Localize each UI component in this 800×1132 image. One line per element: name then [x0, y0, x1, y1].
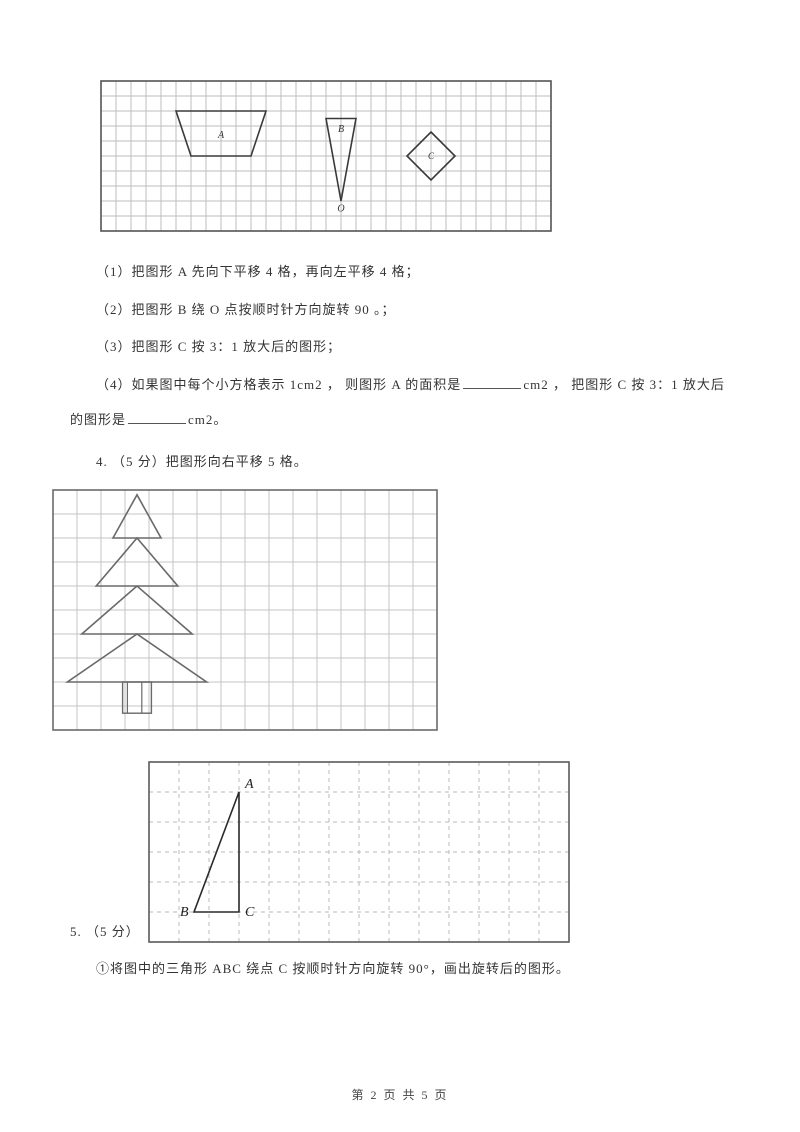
question-1: （1）把图形 A 先向下平移 4 格，再向左平移 4 格；: [70, 262, 730, 282]
blank-2[interactable]: [128, 410, 186, 424]
q4-part-b: cm2 ， 把图形 C 按 3：1 放大后: [523, 377, 725, 392]
figure-2: [52, 489, 730, 731]
figure-2-svg: [52, 489, 438, 731]
svg-text:B: B: [338, 124, 344, 135]
problem-4: 4. （5 分）把图形向右平移 5 格。: [70, 452, 730, 472]
q4-part-d: cm2。: [188, 412, 227, 427]
svg-text:B: B: [180, 905, 189, 920]
problem-5-row: 5. （5 分） A B C: [70, 761, 730, 943]
page-footer: 第 2 页 共 5 页: [0, 1086, 800, 1104]
figure-1: A B O C: [100, 80, 730, 232]
svg-text:A: A: [244, 777, 254, 792]
svg-text:C: C: [245, 905, 255, 920]
question-4: （4）如果图中每个小方格表示 1cm2 ， 则图形 A 的面积是 cm2 ， 把图…: [70, 375, 730, 430]
q4-part-c: 的图形是: [70, 410, 126, 430]
question-3: （3）把图形 C 按 3：1 放大后的图形；: [70, 337, 730, 357]
problem-5-label: 5. （5 分）: [70, 922, 140, 944]
q4-part-a: （4）如果图中每个小方格表示 1cm2 ， 则图形 A 的面积是: [96, 377, 461, 392]
question-2: （2）把图形 B 绕 O 点按顺时针方向旋转 90 。；: [70, 300, 730, 320]
svg-text:A: A: [217, 130, 225, 141]
blank-1[interactable]: [463, 375, 521, 389]
figure-3-svg: A B C: [148, 761, 570, 943]
svg-text:O: O: [337, 204, 344, 215]
question-5-text: ①将图中的三角形 ABC 绕点 C 按顺时针方向旋转 90°，画出旋转后的图形。: [70, 959, 730, 979]
figure-1-svg: A B O C: [100, 80, 552, 232]
svg-text:C: C: [428, 151, 435, 161]
